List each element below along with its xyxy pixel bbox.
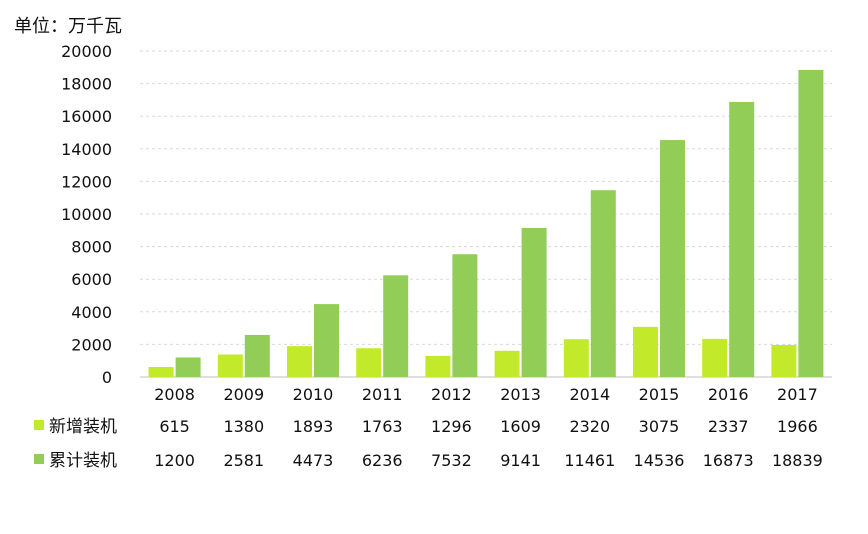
x-tick-label: 2012 (431, 385, 472, 404)
bar-cumulative-installed (729, 101, 755, 378)
x-axis-ticks: 2008 2009 2010 2011 2012 2013 2014 2015 2016 2017 (154, 385, 818, 404)
x-tick-label: 2008 (154, 385, 195, 404)
y-tick-label: 6000 (71, 270, 112, 289)
x-tick-label: 2009 (223, 385, 264, 404)
y-axis-ticks: 0 2000 4000 6000 8000 10000 12000 14000 16000 180… (61, 42, 112, 387)
bar-new-installed (148, 366, 174, 377)
x-tick-label: 2011 (362, 385, 403, 404)
data-table: 新增装机 615 1380 1893 1763 1296 1609 2320 3075 2337 1… (34, 417, 823, 471)
bar-new-installed (702, 338, 728, 377)
legend-swatch (34, 420, 44, 430)
x-tick-label: 2013 (500, 385, 541, 404)
bars (148, 69, 824, 378)
data-table-value: 9141 (500, 451, 541, 470)
bar-new-installed (494, 350, 520, 377)
bar-new-installed (425, 355, 451, 377)
y-tick-label: 2000 (71, 335, 112, 354)
bar-cumulative-installed (175, 357, 201, 377)
data-table-value: 1893 (293, 417, 334, 436)
data-table-value: 1966 (777, 417, 818, 436)
data-table-value: 7532 (431, 451, 472, 470)
bar-new-installed (356, 348, 382, 377)
data-table-value: 1380 (223, 417, 264, 436)
x-tick-label: 2010 (293, 385, 334, 404)
data-table-value: 615 (159, 417, 190, 436)
data-table-value: 18839 (772, 451, 823, 470)
data-table-value: 1200 (154, 451, 195, 470)
data-table-value: 14536 (634, 451, 685, 470)
y-tick-label: 20000 (61, 42, 112, 61)
data-table-value: 6236 (362, 451, 403, 470)
data-table-value: 2320 (569, 417, 610, 436)
legend-swatch (34, 454, 44, 464)
bar-new-installed (217, 354, 243, 377)
bar-new-installed (563, 339, 589, 377)
bar-new-installed (287, 346, 312, 377)
bar-cumulative-installed (314, 304, 339, 377)
bar-cumulative-installed (244, 334, 270, 377)
y-tick-label: 0 (102, 368, 112, 387)
y-tick-label: 12000 (61, 172, 112, 191)
data-table-value: 2581 (223, 451, 264, 470)
x-tick-label: 2016 (708, 385, 749, 404)
y-tick-label: 4000 (71, 303, 112, 322)
bar-cumulative-installed (452, 254, 478, 377)
data-table-value: 2337 (708, 417, 749, 436)
data-table-value: 1609 (500, 417, 541, 436)
y-tick-label: 18000 (61, 75, 112, 94)
series-name: 新增装机 (49, 417, 117, 437)
data-table-value: 3075 (639, 417, 680, 436)
bar-cumulative-installed (798, 69, 824, 377)
data-table-value: 1296 (431, 417, 472, 436)
bar-cumulative-installed (521, 228, 547, 377)
y-tick-label: 14000 (61, 140, 112, 159)
y-tick-label: 8000 (71, 238, 112, 257)
x-tick-label: 2014 (569, 385, 610, 404)
data-table-value: 11461 (564, 451, 615, 470)
y-tick-label: 10000 (61, 205, 112, 224)
unit-label: 单位：万千瓦 (14, 16, 122, 37)
bar-cumulative-installed (590, 190, 616, 377)
series-name: 累计装机 (49, 451, 117, 471)
data-table-value: 1763 (362, 417, 403, 436)
bar-cumulative-installed (660, 140, 685, 377)
bar-new-installed (771, 344, 797, 377)
bar-cumulative-installed (383, 275, 409, 377)
data-table-value: 16873 (703, 451, 754, 470)
gridlines (140, 50, 832, 378)
x-tick-label: 2015 (639, 385, 680, 404)
y-tick-label: 16000 (61, 107, 112, 126)
x-tick-label: 2017 (777, 385, 818, 404)
data-table-value: 4473 (293, 451, 334, 470)
bar-new-installed (633, 326, 658, 377)
